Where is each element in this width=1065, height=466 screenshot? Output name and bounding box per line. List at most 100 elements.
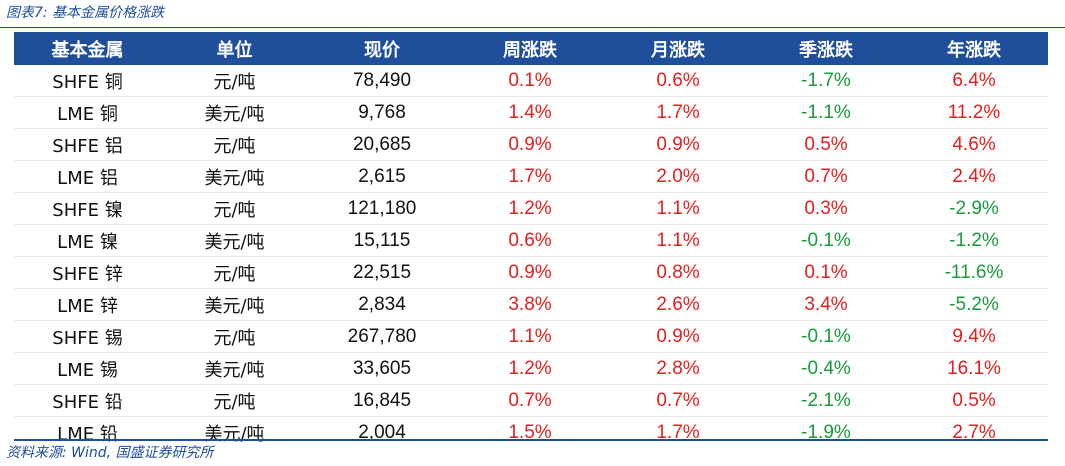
table-row: SHFE 锌元/吨 22,515 0.9% 0.8% 0.1% -11.6%: [14, 256, 1048, 289]
cell-month-change: 1.7%: [604, 96, 752, 129]
table-row: LME 镍美元/吨 15,115 0.6% 1.1% -0.1% -1.2%: [14, 224, 1048, 257]
cell-metal: SHFE 铝: [14, 128, 161, 161]
table-header-row: 基本金属 单位 现价 周涨跌 月涨跌 季涨跌 年涨跌: [14, 32, 1048, 65]
cell-year-change: 4.6%: [900, 128, 1048, 161]
caption-rule: [0, 27, 1065, 28]
cell-year-change: 11.2%: [900, 96, 1048, 129]
cell-week-change: 0.6%: [456, 224, 604, 257]
cell-month-change: 0.6%: [604, 65, 752, 97]
header-price: 现价: [308, 32, 456, 65]
cell-month-change: 0.8%: [604, 256, 752, 289]
cell-week-change: 0.9%: [456, 128, 604, 161]
cell-quarter-change: 3.4%: [752, 288, 900, 321]
cell-week-change: 3.8%: [456, 288, 604, 321]
table-row: SHFE 铝元/吨 20,685 0.9% 0.9% 0.5% 4.6%: [14, 128, 1048, 161]
cell-month-change: 1.1%: [604, 192, 752, 225]
header-metal: 基本金属: [14, 32, 161, 65]
cell-price: 9,768: [308, 96, 456, 129]
cell-price: 33,605: [308, 352, 456, 385]
cell-year-change: -1.2%: [900, 224, 1048, 257]
cell-quarter-change: 0.3%: [752, 192, 900, 225]
cell-unit: 元/吨: [161, 256, 308, 289]
cell-month-change: 0.7%: [604, 384, 752, 417]
cell-quarter-change: -1.9%: [801, 421, 851, 443]
cell-month-change: 2.8%: [604, 352, 752, 385]
table-row: SHFE 锡元/吨 267,780 1.1% 0.9% -0.1% 9.4%: [14, 320, 1048, 353]
cell-quarter-change: -0.4%: [752, 352, 900, 385]
cell-year-change: -5.2%: [900, 288, 1048, 321]
cell-unit: 美元/吨: [161, 352, 308, 385]
cell-week-change: 1.1%: [456, 320, 604, 353]
cell-week-change: 1.5%: [508, 421, 552, 443]
header-year-change: 年涨跌: [900, 32, 1048, 65]
table-row: SHFE 铜元/吨 78,490 0.1% 0.6% -1.7% 6.4%: [14, 65, 1048, 97]
cell-metal: LME 锌: [14, 288, 161, 321]
cell-unit: 元/吨: [161, 192, 308, 225]
cell-unit: 美元/吨: [161, 224, 308, 257]
cell-price: 121,180: [308, 192, 456, 225]
cell-price: 15,115: [308, 224, 456, 257]
figure-caption: 图表7: 基本金属价格涨跌: [6, 5, 165, 21]
cell-metal: SHFE 锌: [14, 256, 161, 289]
cell-price: 267,780: [308, 320, 456, 353]
cell-month-change: 2.6%: [604, 288, 752, 321]
cell-quarter-change: 0.7%: [752, 160, 900, 193]
table-body: SHFE 铜元/吨 78,490 0.1% 0.6% -1.7% 6.4% LME 铜美元/…: [14, 65, 1048, 448]
source-note: 资料来源: Wind, 国盛证券研究所: [6, 445, 214, 461]
cell-price: 2,615: [308, 160, 456, 193]
cell-unit: 元/吨: [161, 320, 308, 353]
cell-unit: 美元/吨: [161, 160, 308, 193]
cell-metal: LME 镍: [14, 224, 161, 257]
table-row: LME 锌美元/吨 2,834 3.8% 2.6% 3.4% -5.2%: [14, 288, 1048, 321]
cell-unit: 美元/吨: [161, 96, 308, 129]
cell-quarter-change: 0.5%: [752, 128, 900, 161]
cell-metal: SHFE 锡: [14, 320, 161, 353]
cell-metal: SHFE 铜: [14, 65, 161, 97]
cell-quarter-change: -0.1%: [752, 320, 900, 353]
cell-year-change: 6.4%: [900, 65, 1048, 97]
table-row: LME 铝美元/吨 2,615 1.7% 2.0% 0.7% 2.4%: [14, 160, 1048, 193]
cell-metal: LME 铜: [14, 96, 161, 129]
cell-price: 22,515: [308, 256, 456, 289]
cell-year-change: 16.1%: [900, 352, 1048, 385]
table-row: LME 铜美元/吨 9,768 1.4% 1.7% -1.1% 11.2%: [14, 96, 1048, 129]
cell-week-change: 0.9%: [456, 256, 604, 289]
header-unit: 单位: [161, 32, 308, 65]
table-row: LME 锡美元/吨 33,605 1.2% 2.8% -0.4% 16.1%: [14, 352, 1048, 385]
cell-price: 78,490: [308, 65, 456, 97]
cell-year-change: -11.6%: [900, 256, 1048, 289]
cell-year-change: 0.5%: [900, 384, 1048, 417]
cell-month-change: 2.0%: [604, 160, 752, 193]
cell-week-change: 0.7%: [456, 384, 604, 417]
cell-unit: 元/吨: [161, 384, 308, 417]
cell-price: 16,845: [308, 384, 456, 417]
cell-price: 20,685: [308, 128, 456, 161]
cell-week-change: 0.1%: [456, 65, 604, 97]
header-month-change: 月涨跌: [604, 32, 752, 65]
cell-quarter-change: -1.7%: [752, 65, 900, 97]
cell-quarter-change: 0.1%: [752, 256, 900, 289]
cell-month-change: 1.1%: [604, 224, 752, 257]
cell-metal: SHFE 镍: [14, 192, 161, 225]
cell-year-change: 9.4%: [900, 320, 1048, 353]
header-quarter-change: 季涨跌: [752, 32, 900, 65]
cell-unit: 元/吨: [161, 128, 308, 161]
cell-month-change: 0.9%: [604, 320, 752, 353]
table-bottom-rule: [14, 439, 1048, 441]
cell-year-change: 2.4%: [900, 160, 1048, 193]
table-row: SHFE 铅元/吨 16,845 0.7% 0.7% -2.1% 0.5%: [14, 384, 1048, 417]
cell-month-change: 1.7%: [656, 421, 700, 443]
cell-price: 2,834: [308, 288, 456, 321]
cell-metal: SHFE 铅: [14, 384, 161, 417]
cell-week-change: 1.2%: [456, 192, 604, 225]
cell-unit: 元/吨: [161, 65, 308, 97]
cell-metal: LME 锡: [14, 352, 161, 385]
cell-week-change: 1.2%: [456, 352, 604, 385]
cell-year-change: 2.7%: [952, 421, 996, 443]
cell-quarter-change: -1.1%: [752, 96, 900, 129]
table-row: SHFE 镍元/吨 121,180 1.2% 1.1% 0.3% -2.9%: [14, 192, 1048, 225]
cell-week-change: 1.7%: [456, 160, 604, 193]
cell-unit: 美元/吨: [161, 288, 308, 321]
cell-week-change: 1.4%: [456, 96, 604, 129]
cell-year-change: -2.9%: [900, 192, 1048, 225]
